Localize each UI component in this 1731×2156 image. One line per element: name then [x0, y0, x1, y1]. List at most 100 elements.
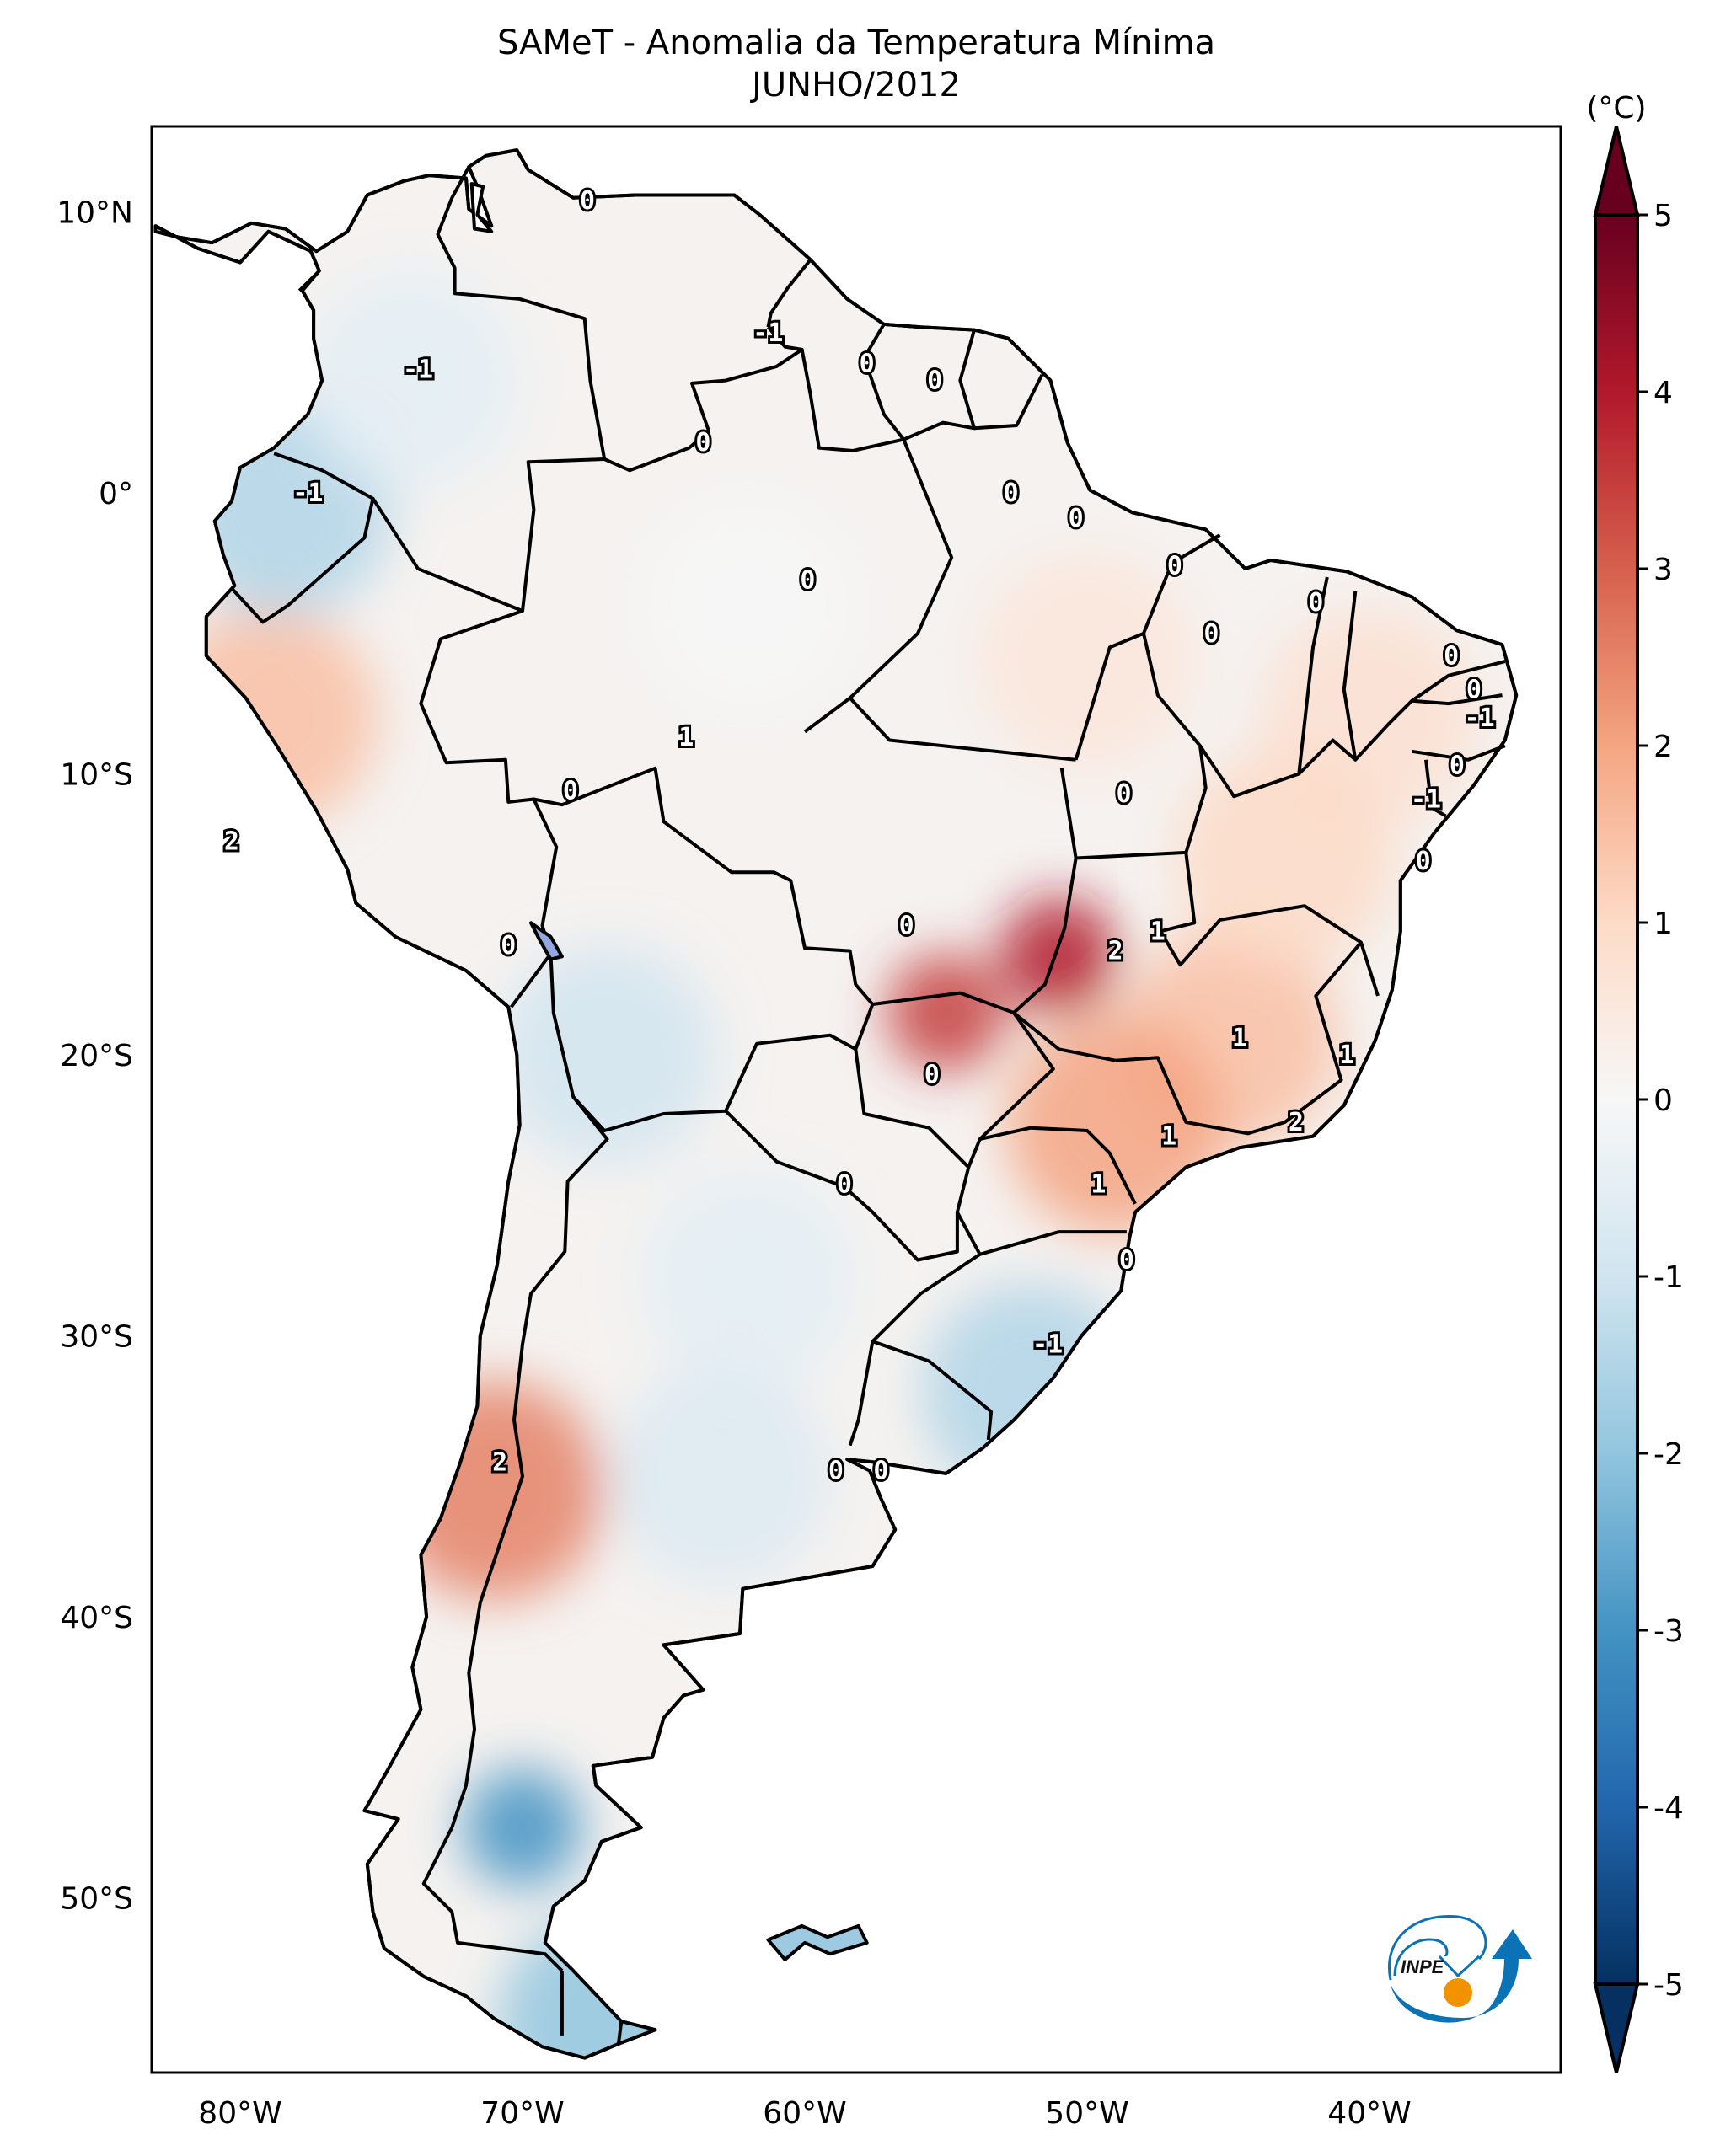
border-line: [1411, 660, 1506, 703]
colorbar-tick-label: 1: [1653, 907, 1673, 941]
contour-label: -1: [1411, 785, 1441, 815]
colorbar-body: [1594, 213, 1639, 1986]
colorbar-tick-label: -5: [1653, 1968, 1684, 2003]
contour-label: 0: [1450, 751, 1465, 780]
contour-label: 0: [873, 1457, 888, 1486]
contour-label: 1: [1232, 1024, 1247, 1053]
latitude-label: 10°S: [60, 758, 133, 793]
border-line: [436, 166, 607, 612]
border-line: [1011, 858, 1116, 1062]
border-line: [616, 2020, 624, 2045]
anomaly-field: [158, 270, 1479, 2058]
colorbar-tick-label: -1: [1653, 1260, 1684, 1295]
border-line: [871, 1340, 994, 1441]
colorbar-unit-label: (°C): [1586, 91, 1646, 126]
border-line: [872, 991, 1055, 1169]
contour-label: 0: [800, 565, 815, 595]
border-line: [1412, 744, 1506, 762]
longitude-label: 80°W: [198, 2096, 281, 2131]
contour-label: 0: [580, 186, 595, 216]
contour-label: 0: [927, 366, 942, 396]
border-line: [1297, 576, 1329, 774]
logo-swoosh-arrow: [1391, 1929, 1532, 2023]
contour-label: -1: [403, 355, 433, 384]
border-line: [1424, 759, 1447, 818]
anomaly-region: [887, 953, 1005, 1072]
latitude-label: 0°: [99, 477, 133, 511]
map-frame: [150, 125, 1562, 2074]
logo-arc-outer: [1388, 1914, 1487, 1981]
contour-label: 1: [678, 723, 694, 752]
border-line: [421, 1095, 609, 1972]
contour-label: 0: [695, 428, 710, 457]
contour-label: 2: [1107, 937, 1123, 966]
logo-arc-inner: [1393, 1938, 1449, 1977]
border-line: [848, 1211, 982, 1447]
contour-label: 2: [1289, 1108, 1304, 1137]
contour-label: 0: [1466, 675, 1482, 704]
border-line: [1142, 533, 1221, 634]
border-line: [1115, 941, 1363, 1136]
logo-text: INPE: [1401, 1956, 1445, 1977]
border-line: [1059, 768, 1078, 859]
latitude-label: 20°S: [60, 1039, 133, 1073]
border-line: [230, 452, 375, 624]
contour-label: -1: [1465, 704, 1495, 733]
lake-maracaibo: [469, 182, 494, 233]
colorbar-tick-label: 3: [1653, 553, 1673, 587]
contour-label: 1: [1161, 1122, 1176, 1152]
longitude-label: 40°W: [1327, 2096, 1411, 2131]
colorbar-tick-label: 4: [1653, 376, 1673, 410]
longitude-labels: 80°W 70°W 60°W 50°W 40°W: [198, 2096, 1411, 2131]
anomaly-region: [300, 270, 519, 490]
border-line: [603, 325, 804, 473]
contour-label: 0: [1203, 619, 1219, 649]
border-line: [979, 1230, 1127, 1256]
latitude-label: 30°S: [60, 1320, 133, 1355]
title-line-1: SAMeT - Anomalia da Temperatura Mínima: [496, 24, 1216, 62]
contour-label: -1: [753, 318, 783, 348]
longitude-label: 50°W: [1045, 2096, 1128, 2131]
border-line: [724, 1049, 971, 1262]
contour-label: 0: [837, 1169, 852, 1199]
border-line: [1159, 852, 1380, 997]
contour-label: 1: [1091, 1169, 1106, 1199]
border-line: [371, 497, 559, 1008]
contour-label: 0: [899, 912, 914, 941]
anomaly-region: [610, 1367, 830, 1586]
logo-arrow-down: [1438, 1955, 1481, 1978]
contour-label: 0: [1444, 641, 1459, 671]
anomaly-region: [978, 552, 1197, 772]
border-line: [766, 258, 812, 328]
anomaly-region: [1175, 748, 1395, 968]
colorbar-tick-label: 0: [1653, 1083, 1673, 1118]
contour-label: 0: [1069, 504, 1084, 533]
longitude-label: 70°W: [480, 2096, 564, 2131]
contour-label: 0: [1416, 847, 1431, 876]
colorbar-extend-min: [1593, 1982, 1640, 2073]
latitude-label: 40°S: [60, 1601, 133, 1635]
colorbar-tick-label: 2: [1653, 730, 1673, 764]
contour-label: 0: [860, 350, 875, 379]
anomaly-region: [999, 897, 1118, 1016]
anomaly-region: [639, 495, 858, 715]
colorbar: 5 4 3 2 1 0 -1 -2 -3 -4 -5 (°C): [1586, 91, 1684, 2073]
contour-label: 0: [563, 777, 578, 806]
contour-label: 2: [224, 827, 239, 857]
contour-label: -1: [1032, 1330, 1063, 1360]
anomaly-region: [464, 1768, 581, 1887]
contour-label: 0: [828, 1457, 844, 1486]
border-line: [1074, 631, 1208, 860]
chart-title: SAMeT - Anomalia da Temperatura Mínima J…: [152, 22, 1561, 106]
border-line: [849, 438, 954, 699]
country-borders: [230, 166, 1506, 2045]
coastline: [153, 148, 1519, 2060]
falkland-islands: [766, 1923, 869, 1961]
latitude-labels: 10°N 0° 10°S 20°S 30°S 40°S 50°S: [56, 196, 133, 1917]
border-line: [973, 374, 1044, 431]
contour-label: 2: [492, 1448, 507, 1478]
contour-label: 0: [1167, 552, 1182, 581]
border-line: [979, 1126, 1137, 1205]
